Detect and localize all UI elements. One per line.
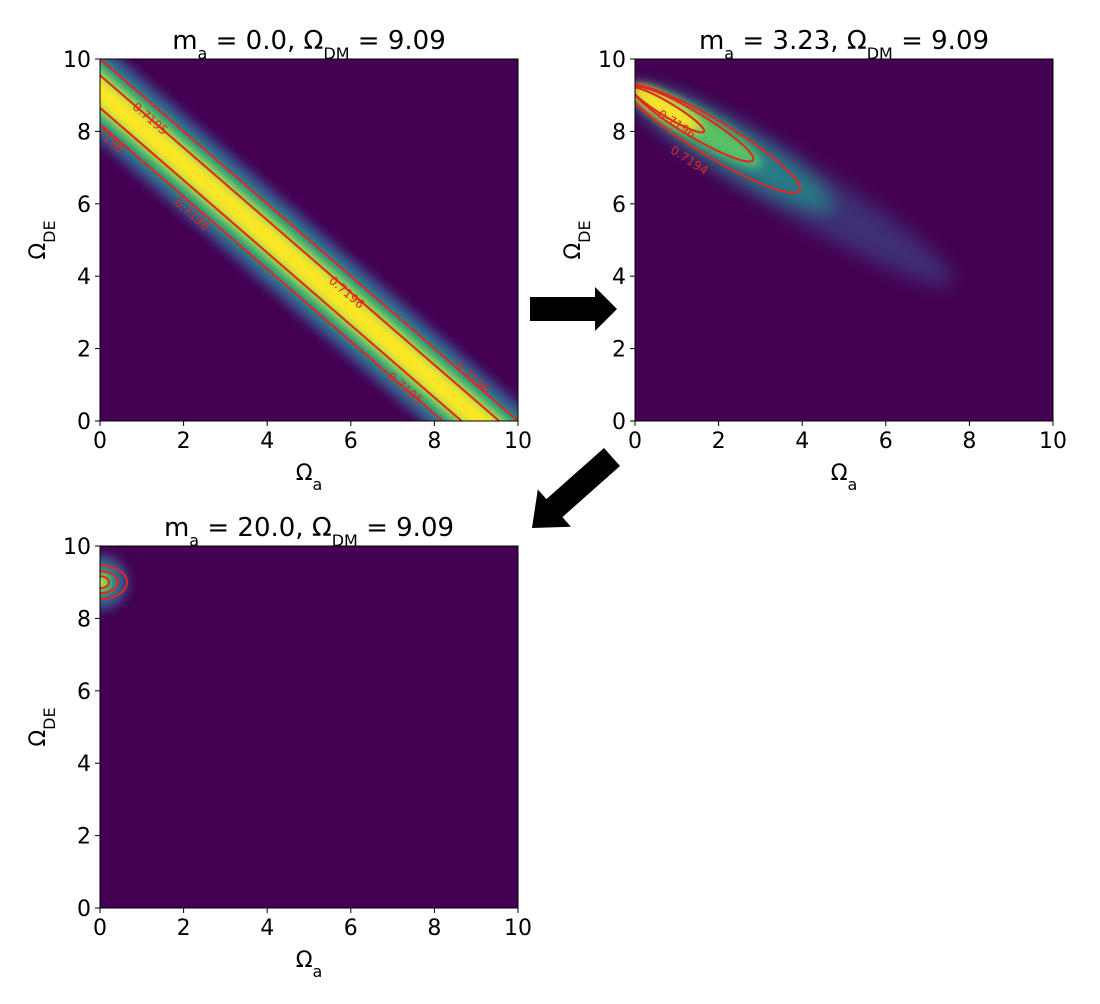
- contour-line: [635, 86, 706, 134]
- chart-title: ma = 20.0, ΩDM = 9.09: [164, 513, 454, 550]
- x-tick-label: 0: [628, 429, 642, 454]
- y-tick-label: 0: [77, 897, 91, 922]
- x-tick-label: 0: [93, 429, 107, 454]
- contour-line: [100, 59, 518, 421]
- y-tick-label: 8: [77, 120, 91, 145]
- chart-title: ma = 0.0, ΩDM = 9.09: [172, 26, 446, 63]
- arrow-right: [530, 287, 617, 331]
- density-blob: [635, 84, 702, 132]
- x-tick-label: 4: [260, 429, 274, 454]
- y-tick-label: 2: [77, 338, 91, 363]
- x-tick-label: 4: [795, 429, 809, 454]
- x-axis-label: Ωa: [296, 461, 323, 494]
- contour-line: [100, 575, 110, 590]
- contour-line: [100, 122, 445, 421]
- y-axis-label: ΩDE: [26, 707, 59, 746]
- y-tick-label: 6: [77, 680, 91, 705]
- y-tick-label: 0: [77, 410, 91, 435]
- x-tick-label: 8: [427, 916, 441, 941]
- y-tick-label: 4: [77, 265, 91, 290]
- chart-title: ma = 3.23, ΩDM = 9.09: [699, 26, 989, 63]
- y-tick-label: 8: [612, 120, 626, 145]
- x-axis-label: Ωa: [296, 948, 323, 981]
- x-tick-label: 10: [504, 916, 532, 941]
- y-tick-label: 0: [612, 410, 626, 435]
- panel: 0 2 4 6 8 10 0 2 4 6 8 10 ma = 20.0, ΩDM = 9.09 Ωa ΩDE: [26, 513, 532, 981]
- x-tick-label: 8: [427, 429, 441, 454]
- y-axis-label: ΩDE: [26, 220, 59, 259]
- y-tick-label: 8: [77, 607, 91, 632]
- contour-line: [100, 570, 119, 595]
- contour-line: [635, 85, 755, 163]
- heatmap-background: [100, 546, 518, 908]
- density-band: [100, 66, 510, 421]
- y-tick-label: 2: [612, 338, 626, 363]
- y-tick-label: 10: [598, 48, 626, 73]
- x-tick-label: 6: [879, 429, 893, 454]
- y-tick-label: 10: [63, 48, 91, 73]
- x-axis-label: Ωa: [831, 461, 858, 494]
- x-tick-label: 6: [344, 429, 358, 454]
- x-tick-label: 10: [504, 429, 532, 454]
- y-tick-label: 6: [77, 193, 91, 218]
- axes-frame: [634, 58, 1054, 422]
- contour-line: [635, 84, 802, 194]
- y-axis-label: ΩDE: [561, 220, 594, 259]
- contour-line: [100, 73, 501, 421]
- y-tick-label: 4: [77, 752, 91, 777]
- x-tick-label: 8: [962, 429, 976, 454]
- density-blob: [100, 576, 106, 589]
- y-tick-label: 2: [77, 825, 91, 850]
- axes-frame: [99, 58, 519, 422]
- y-tick-label: 10: [63, 535, 91, 560]
- x-tick-label: 2: [177, 916, 191, 941]
- y-tick-label: 6: [612, 193, 626, 218]
- x-tick-label: 4: [260, 916, 274, 941]
- x-tick-label: 0: [93, 916, 107, 941]
- x-tick-label: 2: [177, 429, 191, 454]
- x-tick-label: 10: [1039, 429, 1067, 454]
- arrow-diagonal: [532, 448, 620, 528]
- x-tick-label: 2: [712, 429, 726, 454]
- plot-area: [100, 546, 518, 908]
- contour-line: [100, 564, 128, 601]
- y-tick-label: 4: [612, 265, 626, 290]
- x-tick-label: 6: [344, 916, 358, 941]
- axes-frame: [99, 545, 519, 909]
- contour-line: [100, 106, 464, 421]
